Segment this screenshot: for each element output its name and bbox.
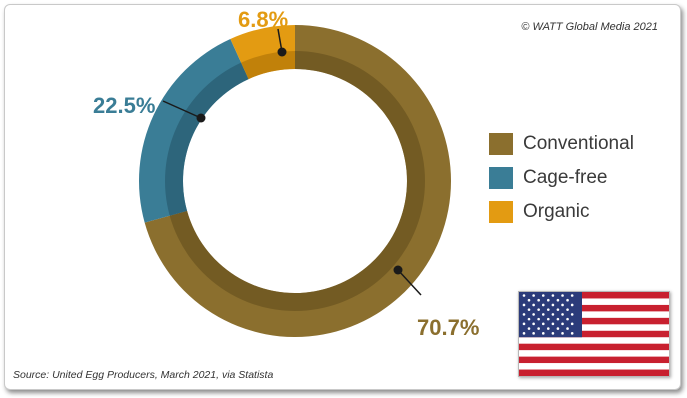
slice-organic-inner-shade <box>241 51 295 80</box>
donut-chart: 70.7% 22.5% 6.8% <box>93 7 479 340</box>
legend-swatch-conventional <box>489 133 513 155</box>
slice-organic <box>230 25 295 80</box>
copyright-text: © WATT Global Media 2021 <box>521 21 658 33</box>
data-label-conventional: 70.7% <box>417 315 479 340</box>
data-label-cage-free: 22.5% <box>93 93 155 118</box>
chart-frame: 70.7% 22.5% 6.8% © WATT Global Media 2021 … <box>4 4 681 390</box>
legend-label-organic: Organic <box>523 201 590 222</box>
leader-line-conventional <box>397 269 422 296</box>
legend-item-cage-free: Cage-free <box>489 161 634 195</box>
source-text: Source: United Egg Producers, March 2021… <box>13 369 274 381</box>
chart-legend: Conventional Cage-free Organic <box>489 127 634 229</box>
leader-line-cage-free <box>162 100 202 119</box>
legend-swatch-organic <box>489 201 513 223</box>
legend-label-conventional: Conventional <box>523 133 634 154</box>
us-flag-icon <box>518 291 670 377</box>
legend-label-cage-free: Cage-free <box>523 167 608 188</box>
slice-cage-free-inner-shade <box>164 62 249 216</box>
legend-swatch-cage-free <box>489 167 513 189</box>
slice-cage-free <box>139 39 249 223</box>
data-label-organic: 6.8% <box>238 7 288 32</box>
legend-item-conventional: Conventional <box>489 127 634 161</box>
legend-item-organic: Organic <box>489 195 634 229</box>
leader-line-organic <box>277 28 283 53</box>
